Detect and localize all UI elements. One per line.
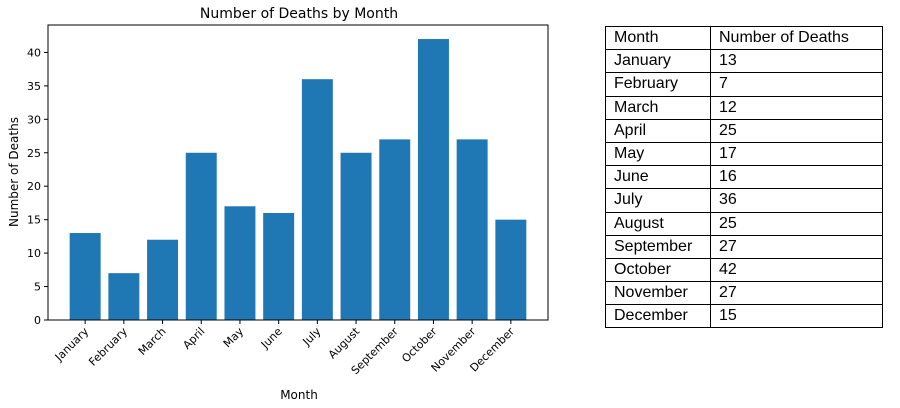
- table-row: September 27: [605, 234, 883, 259]
- x-tick-label: June: [258, 325, 285, 352]
- table-header-month: Month: [605, 25, 711, 51]
- table-cell-month: January: [605, 49, 711, 74]
- table-header-deaths: Number of Deaths: [710, 25, 883, 51]
- chart-title: Number of Deaths by Month: [200, 6, 398, 22]
- y-tick-label: 40: [27, 46, 41, 59]
- x-tick-label: August: [326, 324, 363, 361]
- bar-march: [147, 239, 179, 320]
- x-tick-label: April: [180, 325, 207, 352]
- x-tick-label: May: [221, 325, 247, 351]
- table-cell-deaths: 17: [710, 141, 883, 167]
- x-tick-label: February: [86, 325, 130, 369]
- bar-may: [224, 206, 256, 320]
- bar-july: [301, 79, 333, 320]
- table-cell-month: June: [605, 165, 711, 190]
- y-tick-label: 0: [34, 314, 41, 327]
- x-tick-label: January: [52, 325, 92, 365]
- table-cell-month: March: [605, 95, 711, 120]
- x-tick-label: March: [136, 325, 169, 358]
- table-row: January 13: [605, 49, 883, 74]
- table-row: August 25: [605, 211, 883, 236]
- table-cell-month: April: [605, 118, 711, 143]
- plot-frame: [47, 24, 549, 321]
- bar-august: [340, 152, 372, 320]
- data-table: Month Number of Deaths January 13 February…: [605, 25, 883, 329]
- table-cell-deaths: 16: [710, 165, 883, 190]
- table-cell-deaths: 27: [710, 281, 883, 306]
- table-cell-deaths: 25: [710, 211, 883, 236]
- table-cell-deaths: 42: [710, 257, 883, 283]
- table-row: February 7: [605, 72, 883, 97]
- table-row: December 15: [605, 304, 883, 329]
- table-cell-month: May: [605, 141, 711, 167]
- y-tick-label: 30: [27, 113, 41, 126]
- table-row: June 16: [605, 165, 883, 190]
- table-row: October 42: [605, 257, 883, 283]
- x-axis-label: Month: [280, 388, 318, 402]
- bar-june: [263, 212, 295, 320]
- table-cell-deaths: 27: [710, 234, 883, 259]
- table-cell-deaths: 7: [710, 72, 883, 97]
- y-tick-label: 35: [27, 80, 41, 93]
- y-tick-label: 20: [27, 180, 41, 193]
- bar-february: [108, 273, 140, 320]
- table-cell-month: September: [605, 234, 711, 259]
- y-tick-label: 5: [34, 281, 41, 294]
- table-row: April 25: [605, 118, 883, 143]
- bar-december: [495, 219, 527, 320]
- table-header-row: Month Number of Deaths: [605, 25, 883, 51]
- bar-april: [185, 152, 217, 320]
- table-row: November 27: [605, 281, 883, 306]
- table-cell-month: August: [605, 211, 711, 236]
- table-cell-deaths: 15: [710, 304, 883, 329]
- table-cell-month: December: [605, 304, 711, 329]
- table-row: March 12: [605, 95, 883, 120]
- y-tick-label: 15: [27, 214, 41, 227]
- bar-january: [69, 233, 101, 320]
- table-cell-month: October: [605, 257, 711, 283]
- table-cell-deaths: 36: [710, 188, 883, 213]
- y-tick-label: 10: [27, 247, 41, 260]
- table-cell-deaths: 25: [710, 118, 883, 143]
- table-cell-deaths: 12: [710, 95, 883, 120]
- x-tick-label: July: [300, 325, 324, 349]
- table-cell-deaths: 13: [710, 49, 883, 74]
- bar-november: [456, 139, 488, 320]
- table-body: January 13 February 7 March 12 April 25 May 17 Jun…: [605, 49, 883, 329]
- table-cell-month: November: [605, 281, 711, 306]
- bar-september: [379, 139, 411, 320]
- table-row: May 17: [605, 141, 883, 167]
- table-row: July 36: [605, 188, 883, 213]
- y-axis-label: Number of Deaths: [7, 117, 21, 227]
- y-tick-label: 25: [27, 147, 41, 160]
- bar-chart: Number of Deaths by Month 0 5 10 15 20 25 30 35…: [7, 6, 549, 402]
- table-cell-month: February: [605, 72, 711, 97]
- table-cell-month: July: [605, 188, 711, 213]
- bar-october: [417, 39, 449, 321]
